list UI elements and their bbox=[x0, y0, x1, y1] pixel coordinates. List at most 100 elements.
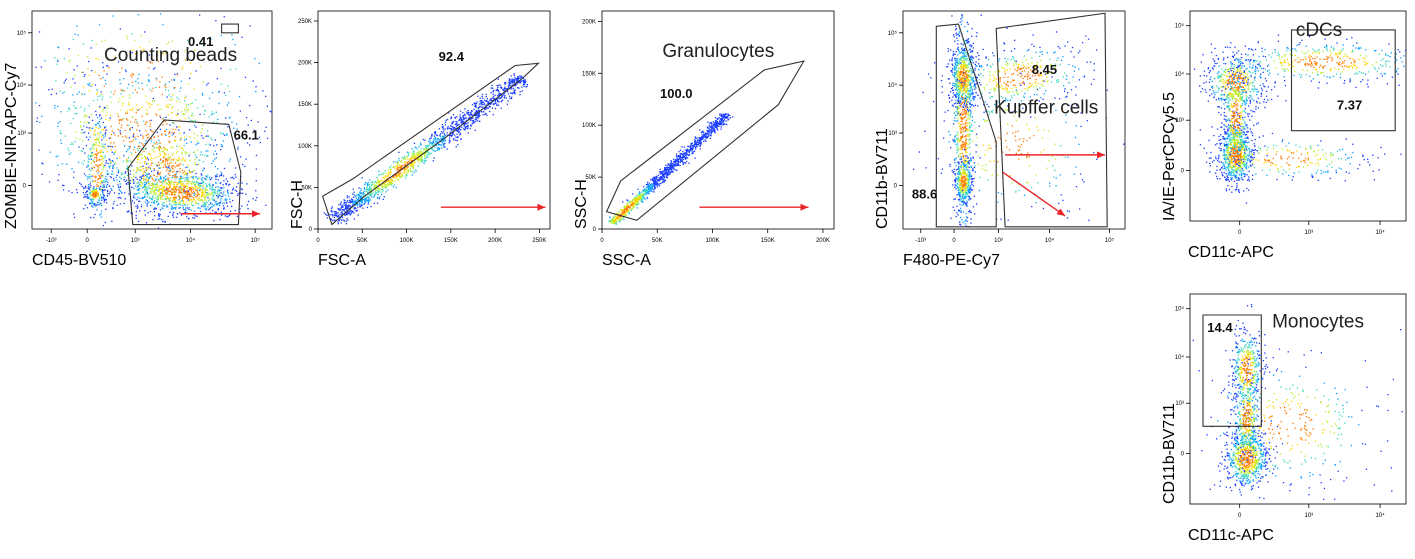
event-dot bbox=[202, 125, 203, 126]
event-dot bbox=[249, 144, 250, 145]
event-dot bbox=[378, 181, 379, 182]
event-dot bbox=[431, 153, 432, 154]
event-dot bbox=[96, 149, 97, 150]
event-dot bbox=[372, 181, 373, 182]
event-dot bbox=[501, 100, 502, 101]
event-dot bbox=[375, 191, 376, 192]
event-dot bbox=[521, 77, 522, 78]
event-dot bbox=[133, 183, 134, 184]
event-dot bbox=[695, 136, 696, 137]
event-dot bbox=[179, 146, 180, 147]
event-dot bbox=[510, 79, 511, 80]
event-dot bbox=[148, 188, 149, 189]
event-dot bbox=[145, 202, 146, 203]
event-dot bbox=[159, 164, 160, 165]
event-dot bbox=[389, 173, 390, 174]
event-dot bbox=[150, 164, 151, 165]
event-dot bbox=[154, 215, 155, 216]
event-dot bbox=[380, 192, 381, 193]
event-dot bbox=[106, 74, 107, 75]
event-dot bbox=[97, 99, 98, 100]
event-dot bbox=[173, 204, 174, 205]
event-dot bbox=[56, 156, 57, 157]
event-dot bbox=[155, 198, 156, 199]
event-dot bbox=[152, 199, 153, 200]
event-dot bbox=[79, 139, 80, 140]
event-dot bbox=[138, 150, 139, 151]
event-dot bbox=[143, 179, 144, 180]
event-dot bbox=[657, 186, 658, 187]
event-dot bbox=[178, 204, 179, 205]
event-dot bbox=[185, 118, 186, 119]
event-dot bbox=[148, 67, 149, 68]
event-dot bbox=[505, 88, 506, 89]
event-dot bbox=[89, 169, 90, 170]
event-dot bbox=[196, 181, 197, 182]
event-dot bbox=[172, 134, 173, 135]
event-dot bbox=[85, 196, 86, 197]
event-dot bbox=[171, 202, 172, 203]
event-dot bbox=[89, 127, 90, 128]
event-dot bbox=[153, 202, 154, 203]
event-dot bbox=[332, 206, 333, 207]
event-dot bbox=[93, 146, 94, 147]
event-dot bbox=[107, 195, 108, 196]
event-dot bbox=[219, 103, 220, 104]
event-dot bbox=[145, 188, 146, 189]
event-dot bbox=[131, 110, 132, 111]
event-dot bbox=[121, 174, 122, 175]
event-dot bbox=[399, 165, 400, 166]
event-dot bbox=[150, 123, 151, 124]
event-dot bbox=[192, 217, 193, 218]
event-dot bbox=[97, 202, 98, 203]
event-dot bbox=[379, 174, 380, 175]
event-dot bbox=[473, 109, 474, 110]
event-dot bbox=[89, 187, 90, 188]
event-dot bbox=[102, 99, 103, 100]
event-dot bbox=[237, 216, 238, 217]
event-dot bbox=[701, 137, 702, 138]
event-dot bbox=[153, 136, 154, 137]
event-dot bbox=[87, 56, 88, 57]
event-dot bbox=[716, 127, 717, 128]
event-dot bbox=[146, 188, 147, 189]
event-dot bbox=[169, 142, 170, 143]
event-dot bbox=[97, 92, 98, 93]
event-dot bbox=[171, 147, 172, 148]
event-dot bbox=[120, 134, 121, 135]
event-dot bbox=[110, 176, 111, 177]
event-dot bbox=[202, 170, 203, 171]
event-dot bbox=[95, 180, 96, 181]
event-dot bbox=[119, 72, 120, 73]
event-dot bbox=[122, 103, 123, 104]
event-dot bbox=[144, 171, 145, 172]
event-dot bbox=[152, 178, 153, 179]
event-dot bbox=[435, 141, 436, 142]
event-dot bbox=[681, 161, 682, 162]
event-dot bbox=[126, 168, 127, 169]
event-dot bbox=[145, 214, 146, 215]
event-dot bbox=[129, 148, 130, 149]
event-dot bbox=[424, 160, 425, 161]
event-dot bbox=[220, 187, 221, 188]
event-dot bbox=[200, 211, 201, 212]
event-dot bbox=[228, 216, 229, 217]
event-dot bbox=[413, 163, 414, 164]
event-dot bbox=[202, 193, 203, 194]
event-dot bbox=[451, 136, 452, 137]
event-dot bbox=[465, 128, 466, 129]
event-dot bbox=[348, 212, 349, 213]
event-dot bbox=[681, 146, 682, 147]
event-dot bbox=[355, 208, 356, 209]
event-dot bbox=[155, 87, 156, 88]
event-dot bbox=[113, 93, 114, 94]
event-dot bbox=[208, 136, 209, 137]
event-dot bbox=[196, 182, 197, 183]
event-dot bbox=[184, 196, 185, 197]
event-dot bbox=[348, 202, 349, 203]
event-dot bbox=[176, 172, 177, 173]
event-dot bbox=[402, 174, 403, 175]
event-dot bbox=[67, 110, 68, 111]
event-dot bbox=[165, 161, 166, 162]
event-dot bbox=[119, 189, 120, 190]
